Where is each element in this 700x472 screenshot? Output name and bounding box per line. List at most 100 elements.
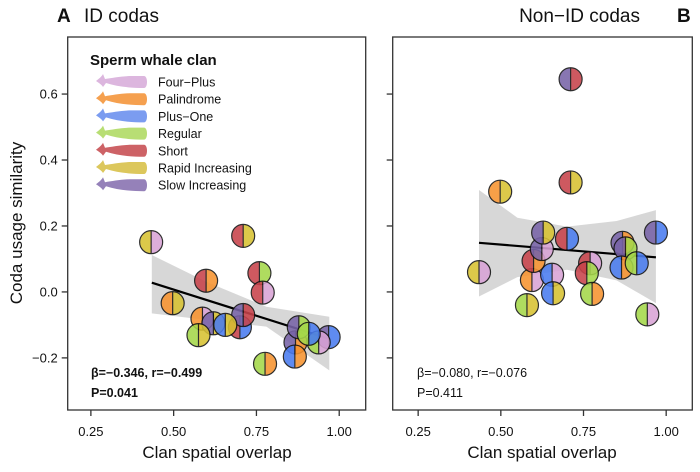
- point-right-half: [655, 221, 668, 245]
- point-right-half: [636, 251, 649, 275]
- panel-b-data-point: [554, 226, 580, 251]
- legend-item-label: Regular: [158, 127, 202, 141]
- sperm-whale-icon: [96, 91, 147, 106]
- point-left-half: [488, 180, 501, 204]
- point-left-half: [213, 313, 226, 337]
- legend-item: Plus−One: [96, 108, 213, 124]
- sperm-whale-icon: [96, 125, 147, 140]
- point-left-half: [186, 323, 199, 347]
- point-left-half: [522, 249, 534, 273]
- legend-item: Rapid Increasing: [96, 160, 252, 176]
- point-left-half: [287, 315, 299, 339]
- point-left-half: [555, 227, 567, 251]
- sperm-whale-icon: [96, 74, 147, 88]
- point-left-half: [139, 230, 152, 254]
- x-tick-label: 0.50: [488, 424, 513, 439]
- panel-a-data-point: [186, 323, 211, 348]
- panel-b-data-point: [574, 261, 599, 286]
- point-right-half: [308, 322, 321, 346]
- point-right-half: [553, 281, 565, 305]
- panel-a-data-point: [282, 344, 307, 369]
- panel-b-data-point: [624, 251, 649, 276]
- point-left-half: [559, 170, 571, 194]
- point-right-half: [552, 263, 564, 287]
- point-right-half: [570, 170, 583, 194]
- point-right-half: [566, 227, 579, 251]
- y-tick-label: 0.6: [40, 87, 58, 102]
- point-left-half: [467, 260, 480, 284]
- panel-a-data-point: [231, 223, 256, 248]
- panel-b-data-point: [540, 281, 566, 306]
- panel-a-data-point: [139, 230, 164, 255]
- point-left-half: [531, 221, 544, 245]
- point-left-half: [194, 269, 207, 293]
- panel-b-data-point: [558, 170, 583, 195]
- point-left-half: [251, 281, 263, 305]
- panel-b: 0.25 0.50 0.75 1.00: [386, 36, 693, 439]
- legend: Sperm whale clan Four−Plus Palindrome Plus…: [90, 52, 252, 193]
- panel-a: 0.25 0.50 0.75 1.00 −0.2 0.0 0.2 0.4 0.6: [32, 36, 367, 439]
- panel-b-data-point: [466, 260, 492, 285]
- point-right-half: [206, 269, 218, 293]
- legend-item-label: Palindrome: [158, 93, 221, 107]
- point-right-half: [172, 291, 185, 315]
- y-tick-label: 0.0: [40, 284, 58, 299]
- legend-item: Four−Plus: [96, 74, 215, 90]
- panel-b-data-point: [514, 293, 540, 318]
- legend-item: Palindrome: [96, 91, 221, 107]
- panel-a-frame: [67, 36, 367, 411]
- panel-b-stats-line2: P=0.411: [417, 386, 463, 400]
- panel-a-data-point: [213, 312, 238, 338]
- x-tick-label: 0.75: [571, 424, 596, 439]
- sperm-whale-icon: [96, 177, 147, 192]
- panel-b-data-point: [488, 179, 513, 204]
- point-right-half: [294, 345, 307, 369]
- panel-a-x-axis-label: Clan spatial overlap: [142, 443, 291, 462]
- panel-a-data-point: [160, 291, 185, 316]
- point-right-half: [526, 293, 539, 317]
- panel-a-data-point: [296, 321, 321, 346]
- x-tick-label: 1.00: [327, 424, 352, 439]
- point-left-half: [580, 282, 593, 306]
- legend-item: Short: [96, 142, 188, 158]
- point-right-half: [586, 261, 599, 285]
- point-right-half: [259, 261, 271, 285]
- sperm-whale-icon: [96, 108, 147, 123]
- x-tick-label: 0.50: [161, 424, 186, 439]
- point-right-half: [592, 282, 604, 306]
- point-right-half: [243, 224, 255, 248]
- panel-a-title: ID codas: [84, 6, 159, 27]
- point-right-half: [647, 302, 659, 326]
- panel-b-x-axis-label: Clan spatial overlap: [467, 443, 616, 462]
- point-right-half: [198, 323, 210, 347]
- point-right-half: [479, 260, 491, 284]
- panel-b-data-point: [531, 220, 556, 245]
- point-left-half: [610, 256, 622, 280]
- panel-b-title: Non−ID codas: [519, 6, 640, 27]
- point-right-half: [543, 221, 555, 245]
- sperm-whale-icon: [96, 142, 147, 157]
- legend-item-label: Slow Increasing: [158, 179, 246, 193]
- y-tick-label: 0.2: [40, 218, 58, 233]
- point-left-half: [231, 224, 244, 248]
- point-left-half: [575, 261, 587, 285]
- y-tick-label: 0.4: [40, 153, 58, 168]
- legend-item-label: Four−Plus: [158, 76, 215, 90]
- point-left-half: [635, 302, 648, 326]
- panel-b-data-point: [643, 220, 669, 245]
- point-right-half: [151, 230, 163, 254]
- point-left-half: [161, 291, 173, 315]
- panel-b-stats-line1: β=−0.080, r=−0.076: [417, 366, 527, 380]
- point-left-half: [247, 261, 260, 285]
- panel-b-data-point: [580, 281, 605, 307]
- point-left-half: [283, 345, 295, 369]
- x-tick-label: 0.25: [406, 424, 431, 439]
- point-left-half: [644, 221, 656, 245]
- y-tick-label: −0.2: [32, 350, 58, 365]
- legend-item-label: Plus−One: [158, 110, 213, 124]
- point-right-half: [243, 303, 255, 327]
- legend-title: Sperm whale clan: [90, 52, 217, 69]
- point-left-half: [614, 236, 626, 260]
- point-left-half: [540, 263, 553, 287]
